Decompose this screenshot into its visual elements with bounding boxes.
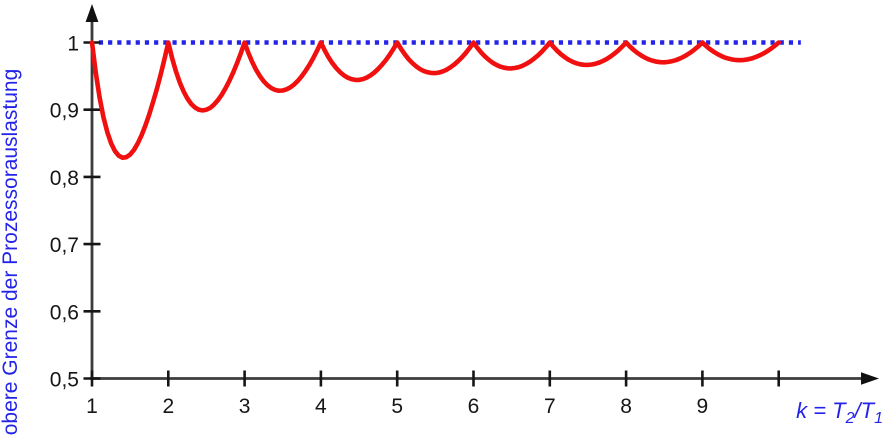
axes [85,4,879,385]
x-tick-label: 5 [391,395,403,418]
y-tick-label: 0,8 [50,167,79,190]
y-axis-arrow-icon [85,4,99,22]
x-tick-label: 2 [162,395,174,418]
y-tick-label: 0,6 [50,301,79,324]
x-tick-label: 1 [86,395,98,418]
x-tick-label: 9 [697,395,709,418]
x-axis-label-subscript: 2 [845,410,855,427]
x-axis-label-part: k = T [796,398,847,423]
y-tick-label: 1 [67,33,79,56]
x-axis-label-subscript: 1 [874,410,883,427]
x-tick-label: 8 [620,395,632,418]
x-tick-label: 4 [315,395,327,418]
utilization-bound-curve [89,40,781,160]
y-axis-label: obere Grenze der Prozessorauslastung [0,69,22,436]
y-tick-label: 0,9 [50,100,79,123]
y-axis-ticks: 0,5 0,6 0,7 0,8 0,9 1 [50,33,101,392]
y-tick-label: 0,5 [50,369,79,392]
x-tick-label: 3 [239,395,251,418]
y-tick-label: 0,7 [50,234,79,257]
x-axis-label: k = T2/T1 [796,398,883,427]
x-axis-arrow-icon [861,372,879,385]
x-tick-label: 7 [544,395,556,418]
x-tick-label: 6 [468,395,480,418]
x-axis-label-part: /T [853,398,876,423]
x-axis-ticks: 1 2 3 4 5 6 7 8 9 [86,370,781,418]
